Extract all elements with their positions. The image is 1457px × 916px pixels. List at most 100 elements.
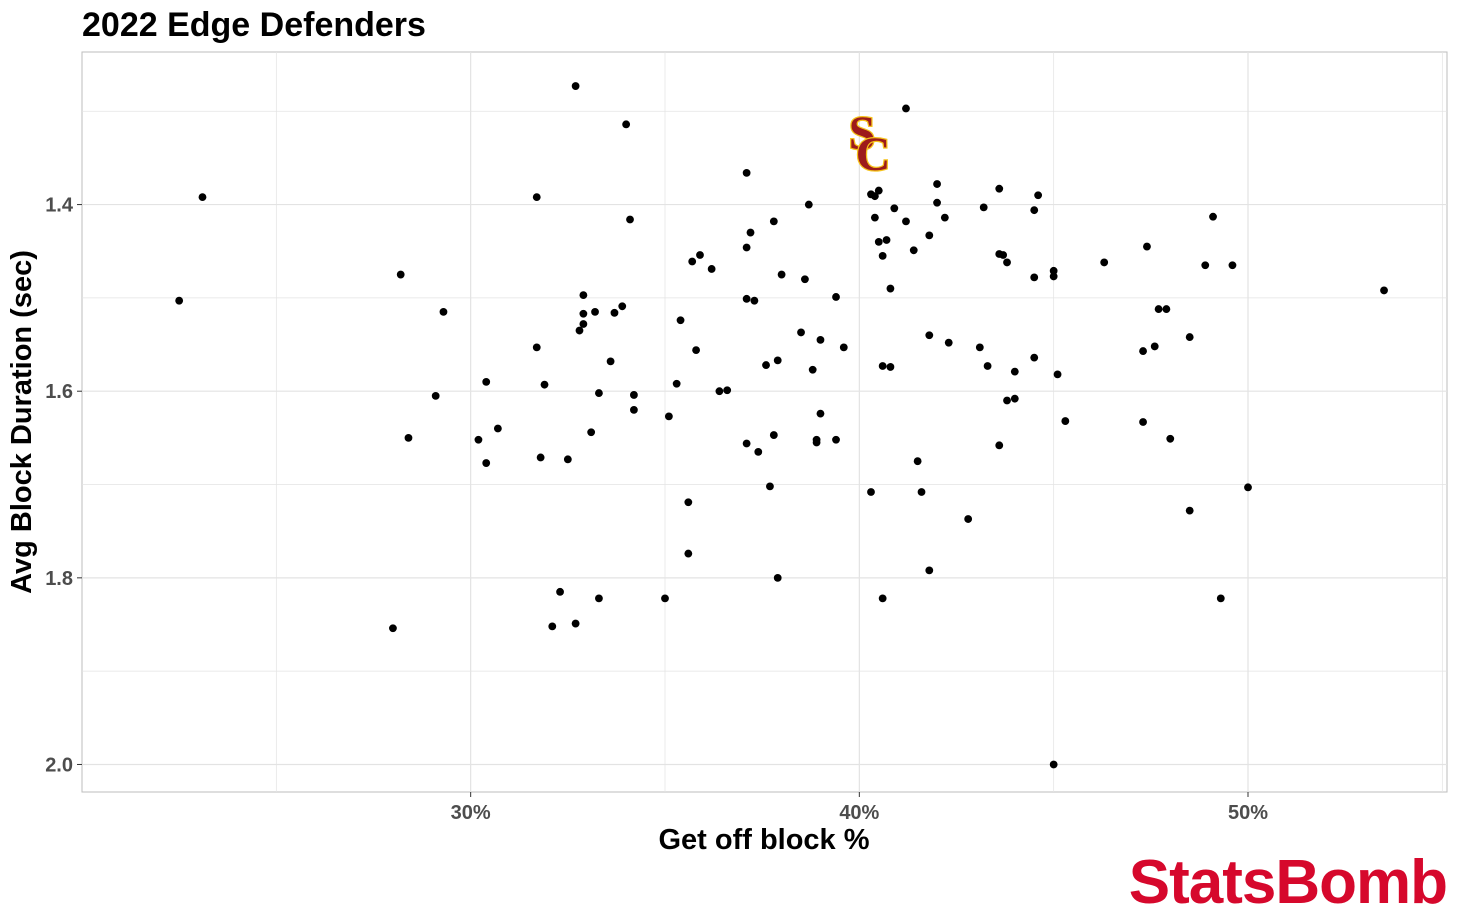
scatter-point <box>832 293 840 301</box>
scatter-point <box>867 488 875 496</box>
scatter-point <box>902 104 910 113</box>
scatter-point <box>1228 261 1237 270</box>
y-axis-title: Avg Block Duration (sec) <box>6 250 38 594</box>
scatter-point <box>975 343 984 352</box>
scatter-point <box>769 431 778 439</box>
scatter-point <box>1380 286 1388 295</box>
scatter-point <box>925 566 934 575</box>
scatter-point <box>684 498 693 507</box>
scatter-point <box>571 619 580 628</box>
scatter-point <box>886 284 895 293</box>
scatter-point <box>878 594 887 603</box>
scatter-point <box>983 362 992 370</box>
y-tick-label: 1.6 <box>45 381 73 403</box>
scatter-point <box>964 515 973 523</box>
scatter-point <box>536 453 545 462</box>
scatter-point <box>1030 273 1039 282</box>
scatter-point <box>773 573 782 582</box>
y-tick-label: 1.8 <box>45 568 73 590</box>
scatter-point <box>909 246 918 255</box>
scatter-point <box>439 307 448 316</box>
y-tick-label: 1.4 <box>45 195 74 217</box>
scatter-point <box>1139 347 1147 355</box>
scatter-point <box>995 184 1004 193</box>
scatter-point <box>769 217 778 226</box>
data-points <box>175 82 1388 769</box>
scatter-point <box>816 409 825 418</box>
scatter-point <box>878 251 887 260</box>
scatter-point <box>913 457 922 466</box>
scatter-point <box>556 587 564 596</box>
scatter-point <box>808 365 817 374</box>
scatter-point <box>999 251 1008 259</box>
scatter-point <box>890 204 899 213</box>
grid-lines <box>82 52 1447 792</box>
scatter-point <box>389 624 397 633</box>
scatter-point <box>1154 305 1163 313</box>
scatter-point <box>579 320 588 328</box>
scatter-point <box>198 193 207 202</box>
scatter-point <box>688 257 697 266</box>
scatter-point <box>1139 418 1147 426</box>
scatter-point <box>404 433 413 442</box>
scatter-point <box>676 316 685 325</box>
scatter-point <box>622 120 631 129</box>
scatter-point <box>933 198 941 207</box>
scatter-point <box>1201 261 1210 270</box>
scatter-point <box>474 435 483 444</box>
statsbomb-logo: StatsBomb <box>1129 848 1447 916</box>
scatter-point <box>482 377 491 386</box>
y-tick-label: 2.0 <box>45 754 73 776</box>
scatter-point <box>630 391 638 399</box>
scatter-point <box>1185 333 1194 341</box>
scatter-point <box>715 387 724 396</box>
scatter-point <box>591 307 599 316</box>
scatter-point <box>995 441 1004 450</box>
scatter-point <box>707 265 716 273</box>
scatter-point <box>587 428 596 437</box>
scatter-point <box>1209 212 1217 221</box>
x-tick-label: 30% <box>451 802 491 824</box>
scatter-point <box>1143 242 1151 251</box>
scatter-point <box>812 435 821 444</box>
scatter-point <box>1150 342 1159 351</box>
scatter-point <box>882 236 891 244</box>
scatter-point <box>746 228 755 237</box>
scatter-point <box>618 302 627 311</box>
scatter-point <box>933 180 941 188</box>
scatter-point <box>870 192 879 201</box>
scatter-point <box>797 328 805 337</box>
scatter-point <box>684 549 693 558</box>
scatter-point <box>661 594 669 603</box>
scatter-point <box>595 389 603 397</box>
scatter-point <box>1049 272 1058 281</box>
axis-ticks: 30% 40% 50% 1.4 1.6 1.8 2.0 <box>45 195 1268 824</box>
logo-c-letter: C <box>856 128 891 181</box>
scatter-point <box>742 294 751 303</box>
scatter-point <box>1049 760 1058 769</box>
scatter-point <box>548 622 557 631</box>
scatter-point <box>940 213 949 222</box>
scatter-point <box>595 594 603 603</box>
scatter-point <box>816 335 825 344</box>
scatter-point <box>532 193 541 202</box>
scatter-point <box>762 361 770 369</box>
scatter-point <box>1216 594 1225 603</box>
scatter-point <box>1034 191 1043 200</box>
scatter-point <box>742 243 751 252</box>
scatter-point <box>902 217 910 226</box>
scatter-point <box>766 482 774 491</box>
x-tick-label: 50% <box>1228 802 1268 824</box>
scatter-point <box>917 488 926 496</box>
scatter-point <box>944 338 953 347</box>
scatter-point <box>493 424 502 433</box>
chart-title: 2022 Edge Defenders <box>82 6 426 44</box>
x-tick-label: 40% <box>839 802 879 824</box>
scatter-point <box>431 391 440 400</box>
scatter-point <box>175 296 184 305</box>
scatter-point <box>540 380 549 389</box>
scatter-point <box>979 203 988 212</box>
scatter-point <box>804 200 813 209</box>
scatter-point <box>1030 206 1039 215</box>
